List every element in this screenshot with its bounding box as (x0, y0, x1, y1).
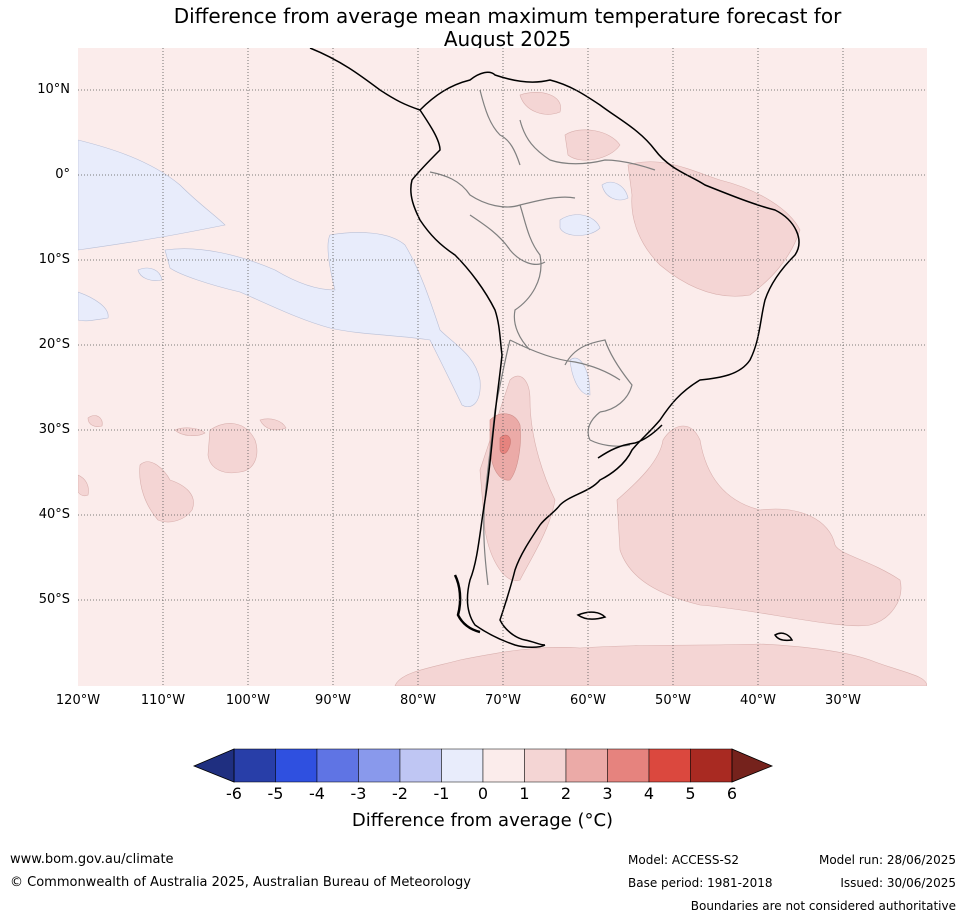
footer-issued: Issued: 30/06/2025 (840, 876, 956, 890)
graticule (78, 48, 927, 686)
footer-base-period: Base period: 1981-2018 (628, 876, 773, 890)
colorbar-cell (358, 748, 401, 783)
map-title-line1: Difference from average mean maximum tem… (173, 4, 842, 28)
lat-label: 40°S (38, 507, 70, 522)
footer-copyright: © Commonwealth of Australia 2025, Austra… (10, 875, 471, 890)
colorbar (192, 748, 774, 783)
coastline (309, 48, 800, 648)
colorbar-cell (607, 748, 650, 783)
colorbar-over-arrow (731, 748, 774, 783)
country-borders (429, 89, 656, 586)
colorbar-cell (565, 748, 608, 783)
positive-anomaly-areas (78, 92, 927, 686)
lat-label: 30°S (38, 422, 70, 437)
footer-disclaimer: Boundaries are not considered authoritat… (690, 899, 956, 913)
lon-label: 120°W (55, 693, 101, 708)
lat-label: 50°S (38, 592, 70, 607)
lat-label: 10°S (38, 252, 70, 267)
colorbar-cell (441, 748, 484, 783)
colorbar-cell (233, 748, 276, 783)
colorbar-cell (482, 748, 525, 783)
lon-label: 70°W (485, 693, 521, 708)
colorbar-tick-label: 2 (560, 784, 572, 803)
colorbar-tick-label: -4 (309, 784, 325, 803)
lon-label: 40°W (740, 693, 776, 708)
footer-website: www.bom.gov.au/climate (10, 852, 174, 867)
colorbar-tick-label: 6 (726, 784, 738, 803)
lon-label: 100°W (225, 693, 271, 708)
colorbar-cells (233, 748, 733, 783)
colorbar-tick-label: -5 (267, 784, 284, 803)
footer-model: Model: ACCESS-S2 (628, 853, 740, 867)
negative-anomaly-areas (78, 139, 629, 408)
lon-label: 30°W (825, 693, 861, 708)
peak-positive-anomaly (499, 434, 511, 454)
lon-label: 90°W (315, 693, 351, 708)
lat-label: 20°S (38, 337, 70, 352)
forecast-map (78, 48, 927, 686)
footer-model-run: Model run: 28/06/2025 (818, 853, 956, 867)
lon-label: 60°W (570, 693, 606, 708)
colorbar-cell (648, 748, 691, 783)
lat-label: 10°N (37, 82, 70, 97)
colorbar-cell (399, 748, 442, 783)
colorbar-under-arrow (192, 748, 235, 783)
colorbar-tick-label: 0 (477, 784, 489, 803)
lon-label: 80°W (400, 693, 436, 708)
lon-label: 50°W (655, 693, 691, 708)
colorbar-label: Difference from average (°C) (351, 810, 614, 831)
colorbar-tick-label: -2 (392, 784, 408, 803)
colorbar-tick-label: 3 (602, 784, 613, 803)
colorbar-tick-label: -1 (433, 784, 450, 803)
colorbar-cell (316, 748, 359, 783)
colorbar-cell (524, 748, 567, 783)
colorbar-tick-label: 4 (643, 784, 655, 803)
lat-label: 0° (55, 167, 70, 182)
colorbar-cell (275, 748, 318, 783)
colorbar-tick-label: 1 (519, 784, 530, 803)
colorbar-tick-label: -3 (350, 784, 367, 803)
colorbar-tick-label: 5 (685, 784, 696, 803)
lon-label: 110°W (140, 693, 186, 708)
colorbar-cell (690, 748, 733, 783)
map-title-line2: August 2025 (443, 27, 572, 51)
colorbar-tick-label: -6 (226, 784, 242, 803)
map-title: Difference from average mean maximum tem… (0, 5, 965, 51)
